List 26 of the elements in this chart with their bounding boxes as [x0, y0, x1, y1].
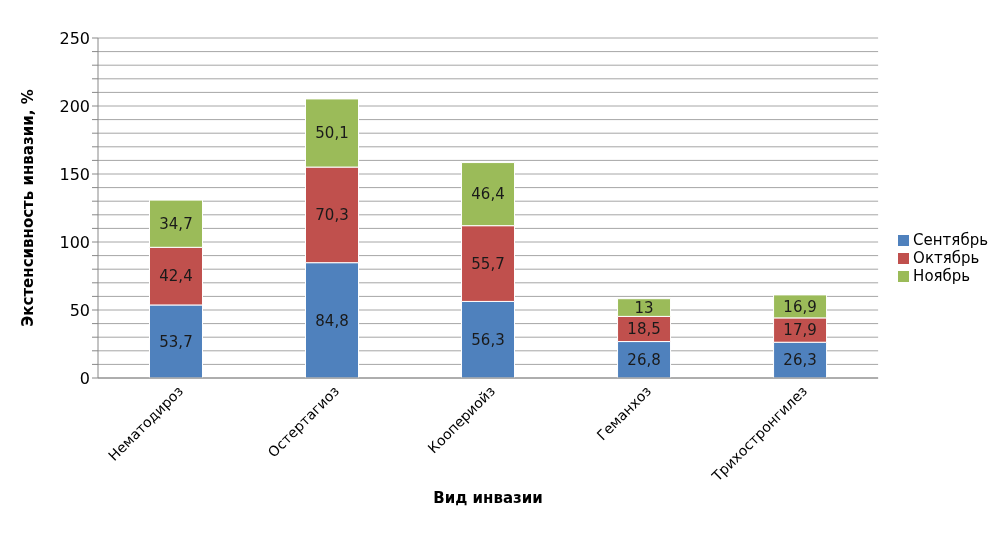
data-label: 46,4 — [471, 185, 505, 204]
x-axis-title: Вид инвазии — [433, 489, 543, 507]
data-label: 84,8 — [315, 311, 349, 330]
data-label: 16,9 — [783, 297, 817, 316]
legend-label: Ноябрь — [913, 267, 971, 285]
data-label: 17,9 — [783, 321, 817, 340]
data-label: 53,7 — [159, 332, 193, 351]
y-tick-label: 200 — [59, 96, 90, 116]
y-tick-label: 0 — [79, 368, 90, 388]
legend-label: Октябрь — [913, 249, 980, 267]
data-label: 18,5 — [627, 320, 661, 339]
y-tick-label: 150 — [59, 164, 90, 184]
data-label: 26,8 — [627, 351, 661, 370]
data-label: 42,4 — [159, 267, 193, 286]
data-label: 55,7 — [471, 254, 505, 273]
data-label: 13 — [634, 298, 654, 317]
legend-label: Сентябрь — [913, 231, 988, 249]
data-label: 70,3 — [315, 206, 349, 225]
data-label: 26,3 — [783, 351, 817, 370]
y-tick-label: 100 — [59, 232, 90, 252]
data-label: 50,1 — [315, 124, 349, 143]
y-tick-label: 250 — [59, 28, 90, 48]
data-label: 34,7 — [159, 215, 193, 234]
y-tick-label: 50 — [69, 300, 90, 320]
y-axis-title: Экстенсивность инвазии, % — [19, 89, 38, 327]
data-label: 56,3 — [471, 331, 505, 350]
